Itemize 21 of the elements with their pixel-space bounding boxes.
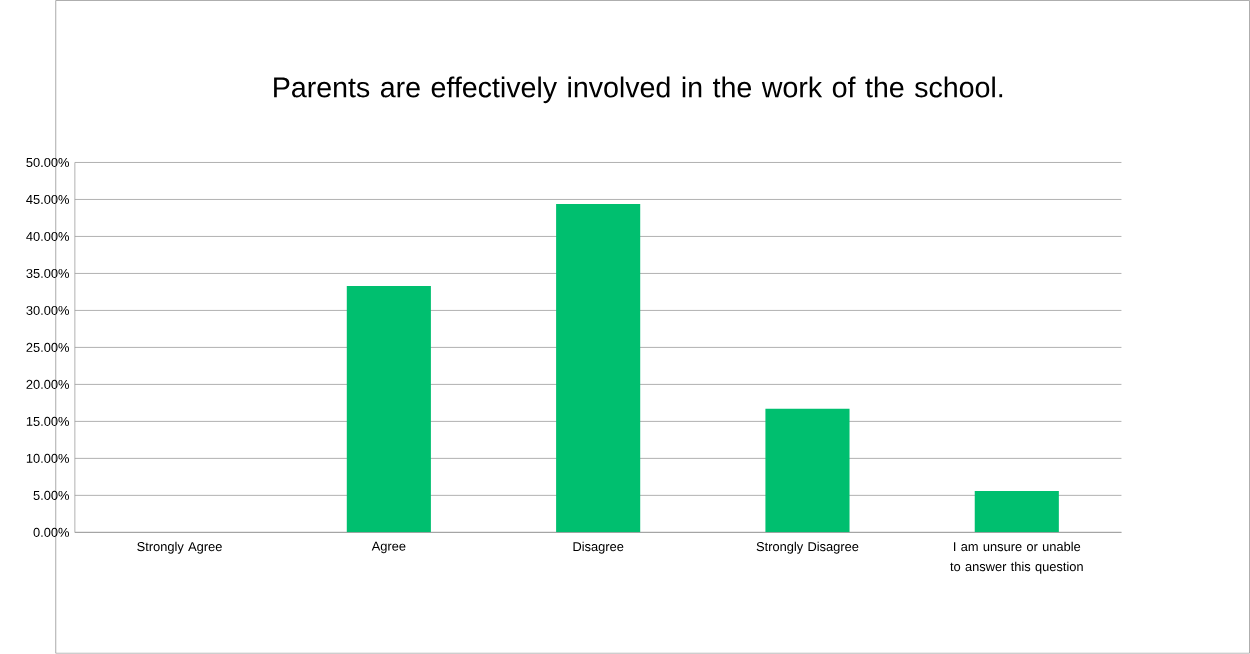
chart-title: Parents are effectively involved in the work of the school.	[274, 76, 1003, 104]
y-tick-label: 10.00%	[26, 453, 70, 464]
y-tick-label: 5.00%	[33, 490, 70, 501]
y-tick-label: 0.00%	[33, 527, 70, 538]
y-tick-label: 25.00%	[26, 342, 70, 353]
x-tick-label: I am unsure or unable to answer this question	[950, 541, 1083, 574]
bar	[765, 408, 850, 533]
x-tick-label: Agree	[371, 541, 406, 554]
y-tick-label: 40.00%	[26, 232, 70, 242]
y-tick-label: 50.00%	[26, 158, 70, 168]
y-tick-label: 20.00%	[26, 379, 70, 390]
bar	[556, 204, 641, 533]
y-tick-label: 30.00%	[26, 306, 70, 316]
x-tick-label: Disagree	[573, 541, 624, 554]
x-tick-label: Strongly Agree	[137, 541, 222, 554]
bar	[974, 491, 1059, 533]
bar	[346, 286, 431, 533]
y-tick-label: 35.00%	[26, 269, 70, 279]
y-tick-label: 45.00%	[26, 195, 70, 205]
x-tick-label: Strongly Disagree	[756, 541, 859, 554]
y-tick-label: 15.00%	[26, 416, 70, 427]
